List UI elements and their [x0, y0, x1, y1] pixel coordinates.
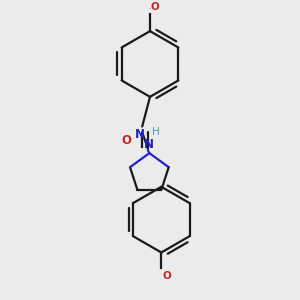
Text: H: H — [152, 127, 159, 137]
Text: O: O — [151, 2, 160, 12]
Text: O: O — [162, 271, 171, 281]
Text: N: N — [135, 128, 145, 141]
Text: N: N — [144, 138, 154, 151]
Text: O: O — [122, 134, 132, 147]
